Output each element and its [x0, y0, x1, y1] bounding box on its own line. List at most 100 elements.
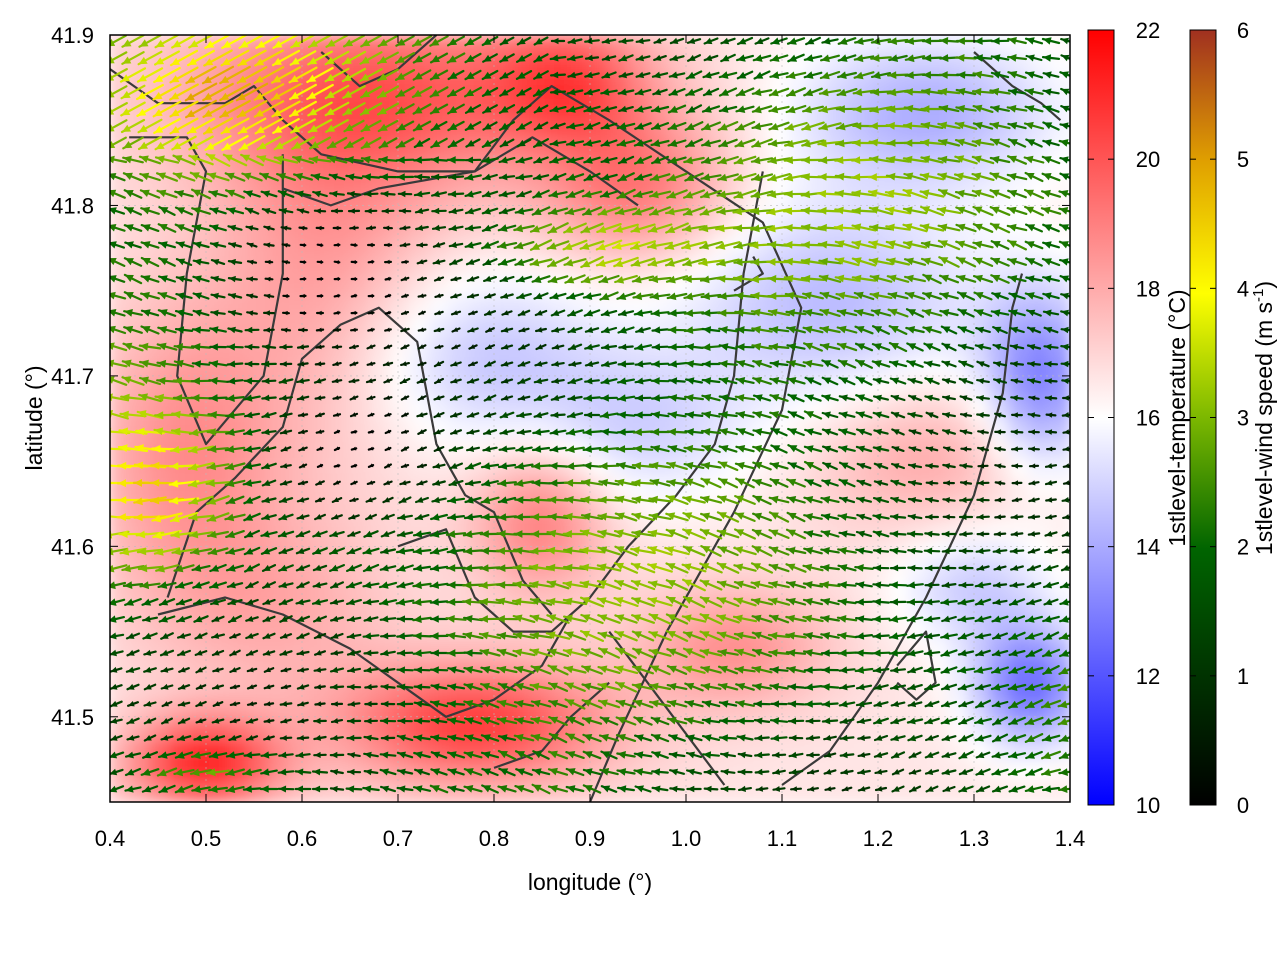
temperature-cell: [789, 538, 811, 561]
temperature-cell: [769, 740, 791, 763]
temperature-cell: [209, 720, 231, 743]
temperature-cell: [269, 457, 291, 481]
temperature-cell: [429, 195, 451, 218]
temperature-cell: [429, 457, 451, 481]
temperature-cell: [349, 336, 371, 359]
temperature-cell: [129, 780, 151, 802]
temperature-cell: [429, 619, 451, 642]
temperature-cell: [389, 276, 411, 299]
temperature-cell: [589, 175, 611, 198]
temperature-cell: [169, 679, 191, 703]
temperature-cell: [169, 235, 191, 259]
temperature-cell: [509, 195, 531, 218]
temperature-cell: [849, 740, 871, 763]
temperature-cell: [469, 356, 491, 380]
temperature-cell: [669, 538, 691, 561]
temperature-cell: [709, 457, 731, 481]
temperature-cell: [329, 377, 351, 400]
temperature-cell: [149, 235, 171, 259]
temperature-cell: [309, 740, 331, 763]
colorbar-tick-label: 6: [1237, 18, 1249, 43]
temperature-cell: [829, 639, 851, 662]
temperature-cell: [129, 760, 151, 783]
temperature-cell: [589, 659, 611, 682]
temperature-cell: [349, 417, 371, 440]
temperature-cell: [389, 296, 411, 319]
temperature-cell: [929, 417, 951, 440]
temperature-cell: [289, 518, 311, 541]
temperature-cell: [629, 720, 651, 743]
temperature-cell: [649, 94, 671, 117]
temperature-cell: [429, 74, 451, 97]
x-tick-label: 1.2: [863, 826, 894, 851]
temperature-cell: [369, 437, 391, 460]
temperature-cell: [629, 578, 651, 602]
temperature-cell: [929, 780, 951, 802]
temperature-cell: [1049, 296, 1070, 319]
temperature-cell: [549, 35, 571, 57]
temperature-cell: [229, 134, 251, 158]
temperature-cell: [349, 134, 371, 158]
colorbar-tick-label: 1: [1237, 664, 1249, 689]
x-tick-label: 1.4: [1055, 826, 1086, 851]
temperature-cell: [429, 296, 451, 319]
temperature-cell: [349, 740, 371, 763]
temperature-cell: [249, 235, 271, 259]
temperature-cell: [369, 276, 391, 299]
temperature-cell: [509, 417, 531, 440]
temperature-cell: [129, 336, 151, 359]
temperature-cell: [129, 215, 151, 238]
x-axis-label: longitude (°): [528, 869, 652, 895]
temperature-cell: [409, 256, 431, 279]
temperature-cell: [769, 780, 791, 802]
temperature-cell: [349, 478, 371, 501]
temperature-cell: [369, 578, 391, 602]
temperature-cell: [509, 498, 531, 521]
temperature-cell: [389, 175, 411, 198]
temperature-cell: [249, 599, 271, 622]
temperature-cell: [609, 679, 631, 703]
temperature-cell: [329, 780, 351, 802]
temperature-cell: [969, 679, 991, 703]
temperature-cell: [529, 235, 551, 259]
temperature-cell: [189, 296, 211, 319]
temperature-cell: [149, 659, 171, 682]
temperature-cell: [429, 316, 451, 339]
temperature-cell: [469, 498, 491, 521]
temperature-cell: [809, 679, 831, 703]
temperature-cell: [749, 740, 771, 763]
temperature-cell: [469, 276, 491, 299]
temperature-cell: [769, 700, 791, 723]
temperature-cell: [749, 296, 771, 319]
temperature-cell: [949, 35, 971, 57]
temperature-cell: [169, 740, 191, 763]
temperature-cell: [110, 780, 131, 802]
temperature-cell: [129, 679, 151, 703]
colorbar-tick-label: 22: [1136, 18, 1160, 43]
temperature-cell: [969, 780, 991, 802]
temperature-cell: [1049, 417, 1070, 440]
temperature-cell: [569, 740, 591, 763]
temperature-cell: [289, 780, 311, 802]
temperature-cell: [189, 54, 211, 77]
temperature-cell: [209, 639, 231, 662]
temperature-cell: [249, 538, 271, 561]
temperature-cell: [289, 498, 311, 521]
temperature-cell: [329, 276, 351, 299]
temperature-cell: [469, 235, 491, 259]
temperature-cell: [110, 679, 131, 703]
temperature-cell: [489, 417, 511, 440]
temperature-cell: [469, 437, 491, 460]
temperature-cell: [129, 316, 151, 339]
temperature-cell: [949, 740, 971, 763]
temperature-cell: [1029, 679, 1051, 703]
temperature-cell: [649, 316, 671, 339]
temperature-cell: [469, 296, 491, 319]
temperature-cell: [1029, 518, 1051, 541]
temperature-cell: [209, 215, 231, 238]
colorbar-tick-label: 10: [1136, 793, 1160, 818]
temperature-cell: [789, 215, 811, 238]
temperature-cell: [249, 457, 271, 481]
temperature-cell: [249, 276, 271, 299]
temperature-cell: [229, 195, 251, 218]
